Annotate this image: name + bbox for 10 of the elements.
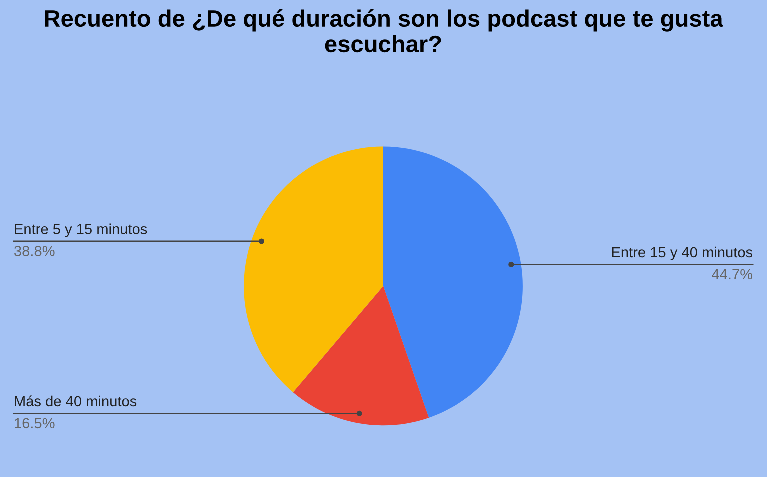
- pie-slice: [293, 286, 430, 426]
- data-label: 44.7%: [712, 269, 753, 280]
- data-label: 38.8%: [14, 246, 55, 256]
- pie-slice: [384, 146, 523, 418]
- slice-label: Entre 15 y 40 minutos: [612, 246, 753, 261]
- data-label: 16.5%: [15, 418, 55, 429]
- pie-slice: [244, 146, 384, 393]
- slice-label: Entre 5 y 15 minutos: [15, 224, 148, 238]
- chart-title: Recuento de ¿De qué duración son los podcast que te gusta escuchar?: [45, 10, 724, 53]
- slice-label: Más de 40 minutos: [15, 396, 137, 407]
